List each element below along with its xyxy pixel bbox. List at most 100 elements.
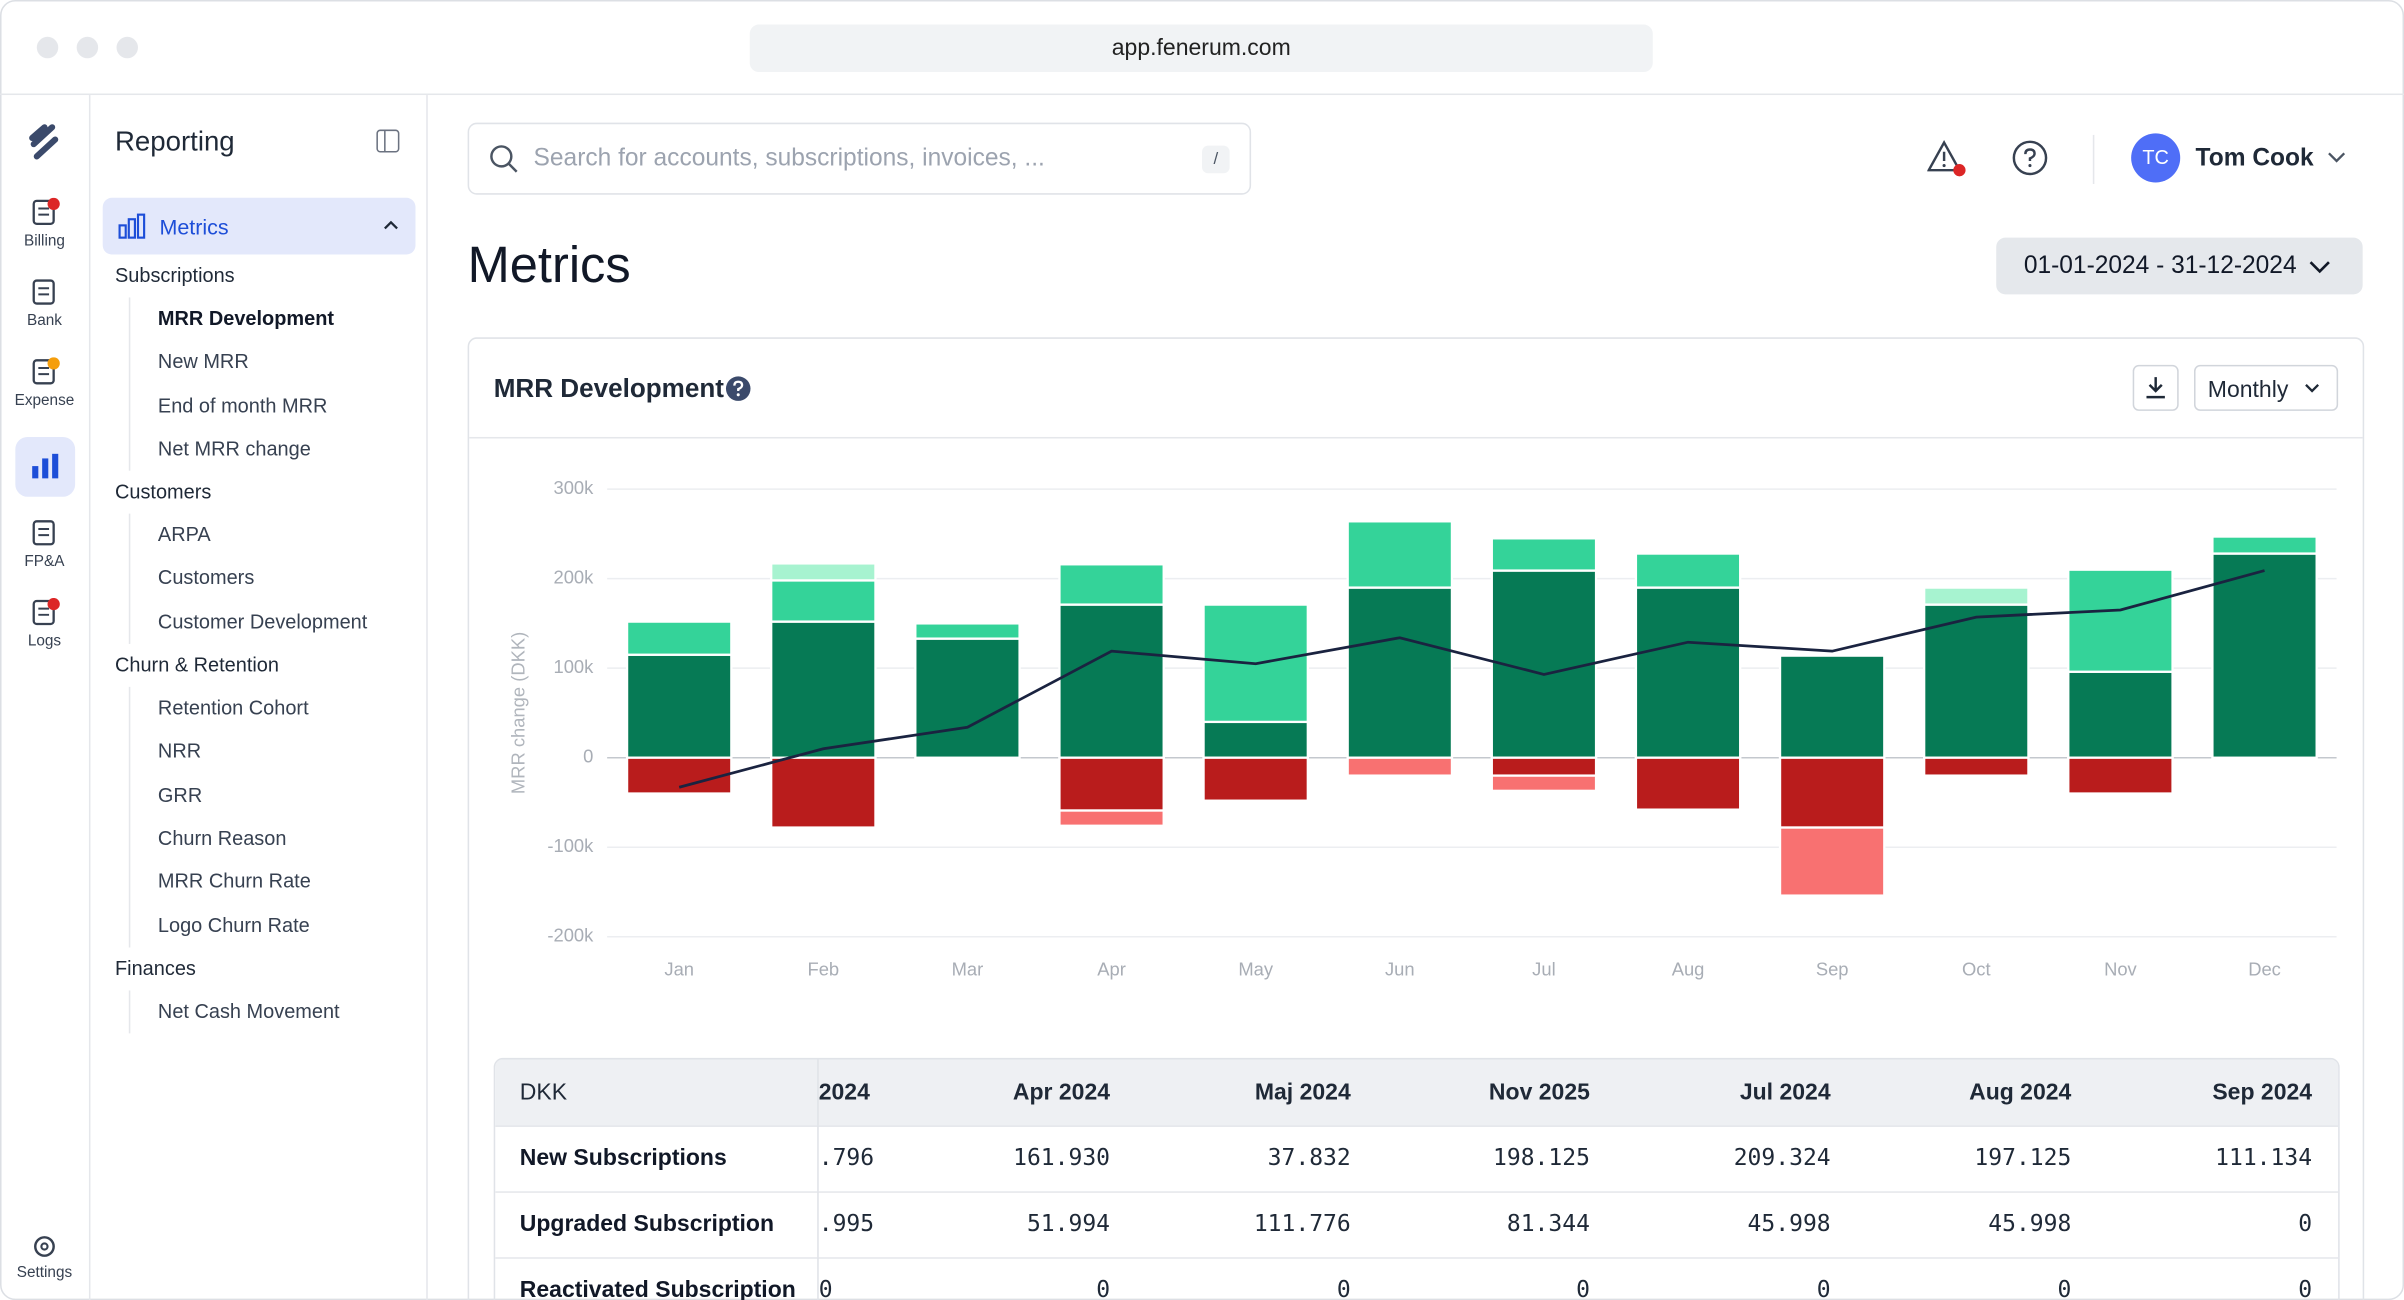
nav-item[interactable]: FP&A <box>0 518 89 570</box>
table-cell: 45.998 <box>1747 1209 1831 1238</box>
bar-segment <box>1778 826 1886 897</box>
nav-item[interactable]: Bank <box>0 278 89 330</box>
bar-segment <box>1346 586 1454 759</box>
row-label: Reactivated Subscription <box>495 1257 819 1300</box>
bar-segment <box>1923 586 2030 606</box>
bar-segment <box>2211 535 2318 555</box>
bar-segment <box>1058 756 1165 812</box>
sidebar-link[interactable]: ARPA <box>157 523 211 547</box>
bar-segment <box>2211 552 2318 759</box>
page-title: Metrics <box>467 236 631 293</box>
column-header: Maj 2024 <box>1254 1079 1351 1106</box>
period-select[interactable]: Monthly <box>2194 364 2339 411</box>
bar-segment <box>1490 569 1598 759</box>
column-header: Aug 2024 <box>1969 1079 2072 1106</box>
sidebar-link[interactable]: Net Cash Movement <box>157 999 340 1023</box>
download-button[interactable] <box>2132 364 2179 411</box>
section-label: Metrics <box>159 214 229 240</box>
sidebar-link[interactable]: Customer Development <box>157 609 368 633</box>
sidebar-link[interactable]: NRR <box>157 739 202 763</box>
bar-segment <box>1490 537 1598 572</box>
x-tick-label: Feb <box>807 958 839 979</box>
table-cell: 0 <box>1336 1275 1351 1300</box>
sidebar-link[interactable]: MRR Churn Rate <box>157 869 311 893</box>
x-tick-label: Aug <box>1672 958 1705 979</box>
search-placeholder: Search for accounts, subscriptions, invo… <box>533 145 1045 172</box>
collapse-icon[interactable] <box>376 129 401 154</box>
column-header: Apr 2024 <box>1012 1079 1111 1106</box>
bar-segment <box>1058 809 1165 827</box>
sidebar-link[interactable]: Logo Churn Rate <box>157 913 310 937</box>
sidebar-link[interactable]: MRR Development <box>157 306 335 330</box>
sidebar-link[interactable]: Net MRR change <box>157 436 311 460</box>
bar-segment <box>1490 756 1598 777</box>
x-tick-label: Oct <box>1962 958 1991 979</box>
sidebar-link[interactable]: End of month MRR <box>157 393 328 417</box>
table-cell: 51.994 <box>1026 1209 1111 1238</box>
avatar[interactable]: TC <box>2131 133 2181 183</box>
window-dot <box>76 36 99 59</box>
bar-segment <box>770 756 877 829</box>
table-cell: 0 <box>1096 1275 1111 1300</box>
url-bar[interactable]: app.fenerum.com <box>749 24 1653 73</box>
x-tick-label: Apr <box>1097 958 1126 979</box>
table-cell: 0 <box>2057 1275 2072 1300</box>
group-title: Finances <box>114 956 196 980</box>
bar-segment <box>1634 552 1742 589</box>
bar-segment <box>1058 563 1165 606</box>
section-button[interactable]: Metrics <box>102 197 416 255</box>
table-cell: .995 <box>818 1209 875 1238</box>
sidebar: Reporting Metrics Subscriptions MRR Devel… <box>90 95 428 1300</box>
bar-segment <box>914 637 1021 759</box>
table-row: Reactivated Subscription 0 0 0 0 0 0 0 <box>495 1257 2338 1300</box>
column-header: Sep 2024 <box>2212 1079 2313 1106</box>
sidebar-link[interactable]: New MRR <box>157 350 249 374</box>
bar-segment <box>1490 774 1598 792</box>
date-picker[interactable]: 01-01-2024 - 31-12-2024 <box>1996 237 2363 295</box>
icon-rail: Billing Bank Expense FP&A Logs Settings <box>0 95 91 1300</box>
sidebar-title: Reporting <box>114 125 235 157</box>
bar-segment <box>1202 756 1309 802</box>
alert-icon[interactable] <box>1927 140 1967 180</box>
info-icon[interactable] <box>725 376 751 402</box>
divider <box>0 93 2404 96</box>
help-icon[interactable] <box>2012 140 2052 180</box>
nav-settings[interactable]: Settings <box>0 1233 89 1282</box>
y-tick-label: 100k <box>553 656 594 677</box>
table-cell: 0 <box>2298 1209 2313 1238</box>
nav-item[interactable]: Billing <box>0 197 89 250</box>
nav-active[interactable] <box>15 436 76 497</box>
search-box[interactable]: Search for accounts, subscriptions, invo… <box>467 122 1252 195</box>
sidebar-link[interactable]: Retention Cohort <box>157 696 309 720</box>
bar-segment <box>625 756 733 795</box>
nav-item[interactable]: Logs <box>0 597 89 650</box>
chart-card: MRR Development Monthly <box>467 337 2365 1300</box>
x-tick-label: May <box>1238 958 1274 979</box>
logo <box>29 124 59 160</box>
nav-item[interactable]: Expense <box>0 357 89 409</box>
sidebar-link[interactable]: Churn Reason <box>157 826 287 850</box>
nav-label: Expense <box>14 392 75 410</box>
sidebar-link[interactable]: GRR <box>157 782 203 806</box>
bar-segment <box>1346 520 1454 589</box>
table-cell: 45.998 <box>1988 1209 2072 1238</box>
bar-segment <box>1058 603 1165 759</box>
table-row: Upgraded Subscription .995 51.994 111.776 81… <box>495 1191 2339 1259</box>
window-dot <box>36 36 59 59</box>
x-tick-label: Dec <box>2248 958 2281 979</box>
chevron[interactable] <box>2326 150 2347 165</box>
bar-segment <box>1346 756 1454 777</box>
row-label: New Subscriptions <box>495 1125 819 1192</box>
sidebar-link[interactable]: Customers <box>157 566 255 590</box>
table-cell: 0 <box>818 1275 833 1300</box>
y-tick-label: -100k <box>547 835 594 856</box>
bar-segment <box>770 620 877 759</box>
nav-label: Settings <box>16 1264 73 1282</box>
group-items: Net Cash Movement <box>90 990 426 1035</box>
bar-segment <box>1923 756 2030 777</box>
table-cell: 0 <box>2298 1275 2313 1300</box>
bar-segment <box>2067 568 2174 673</box>
user-name[interactable]: Tom Cook <box>2195 145 2314 172</box>
table-cell: 197.125 <box>1974 1143 2072 1172</box>
